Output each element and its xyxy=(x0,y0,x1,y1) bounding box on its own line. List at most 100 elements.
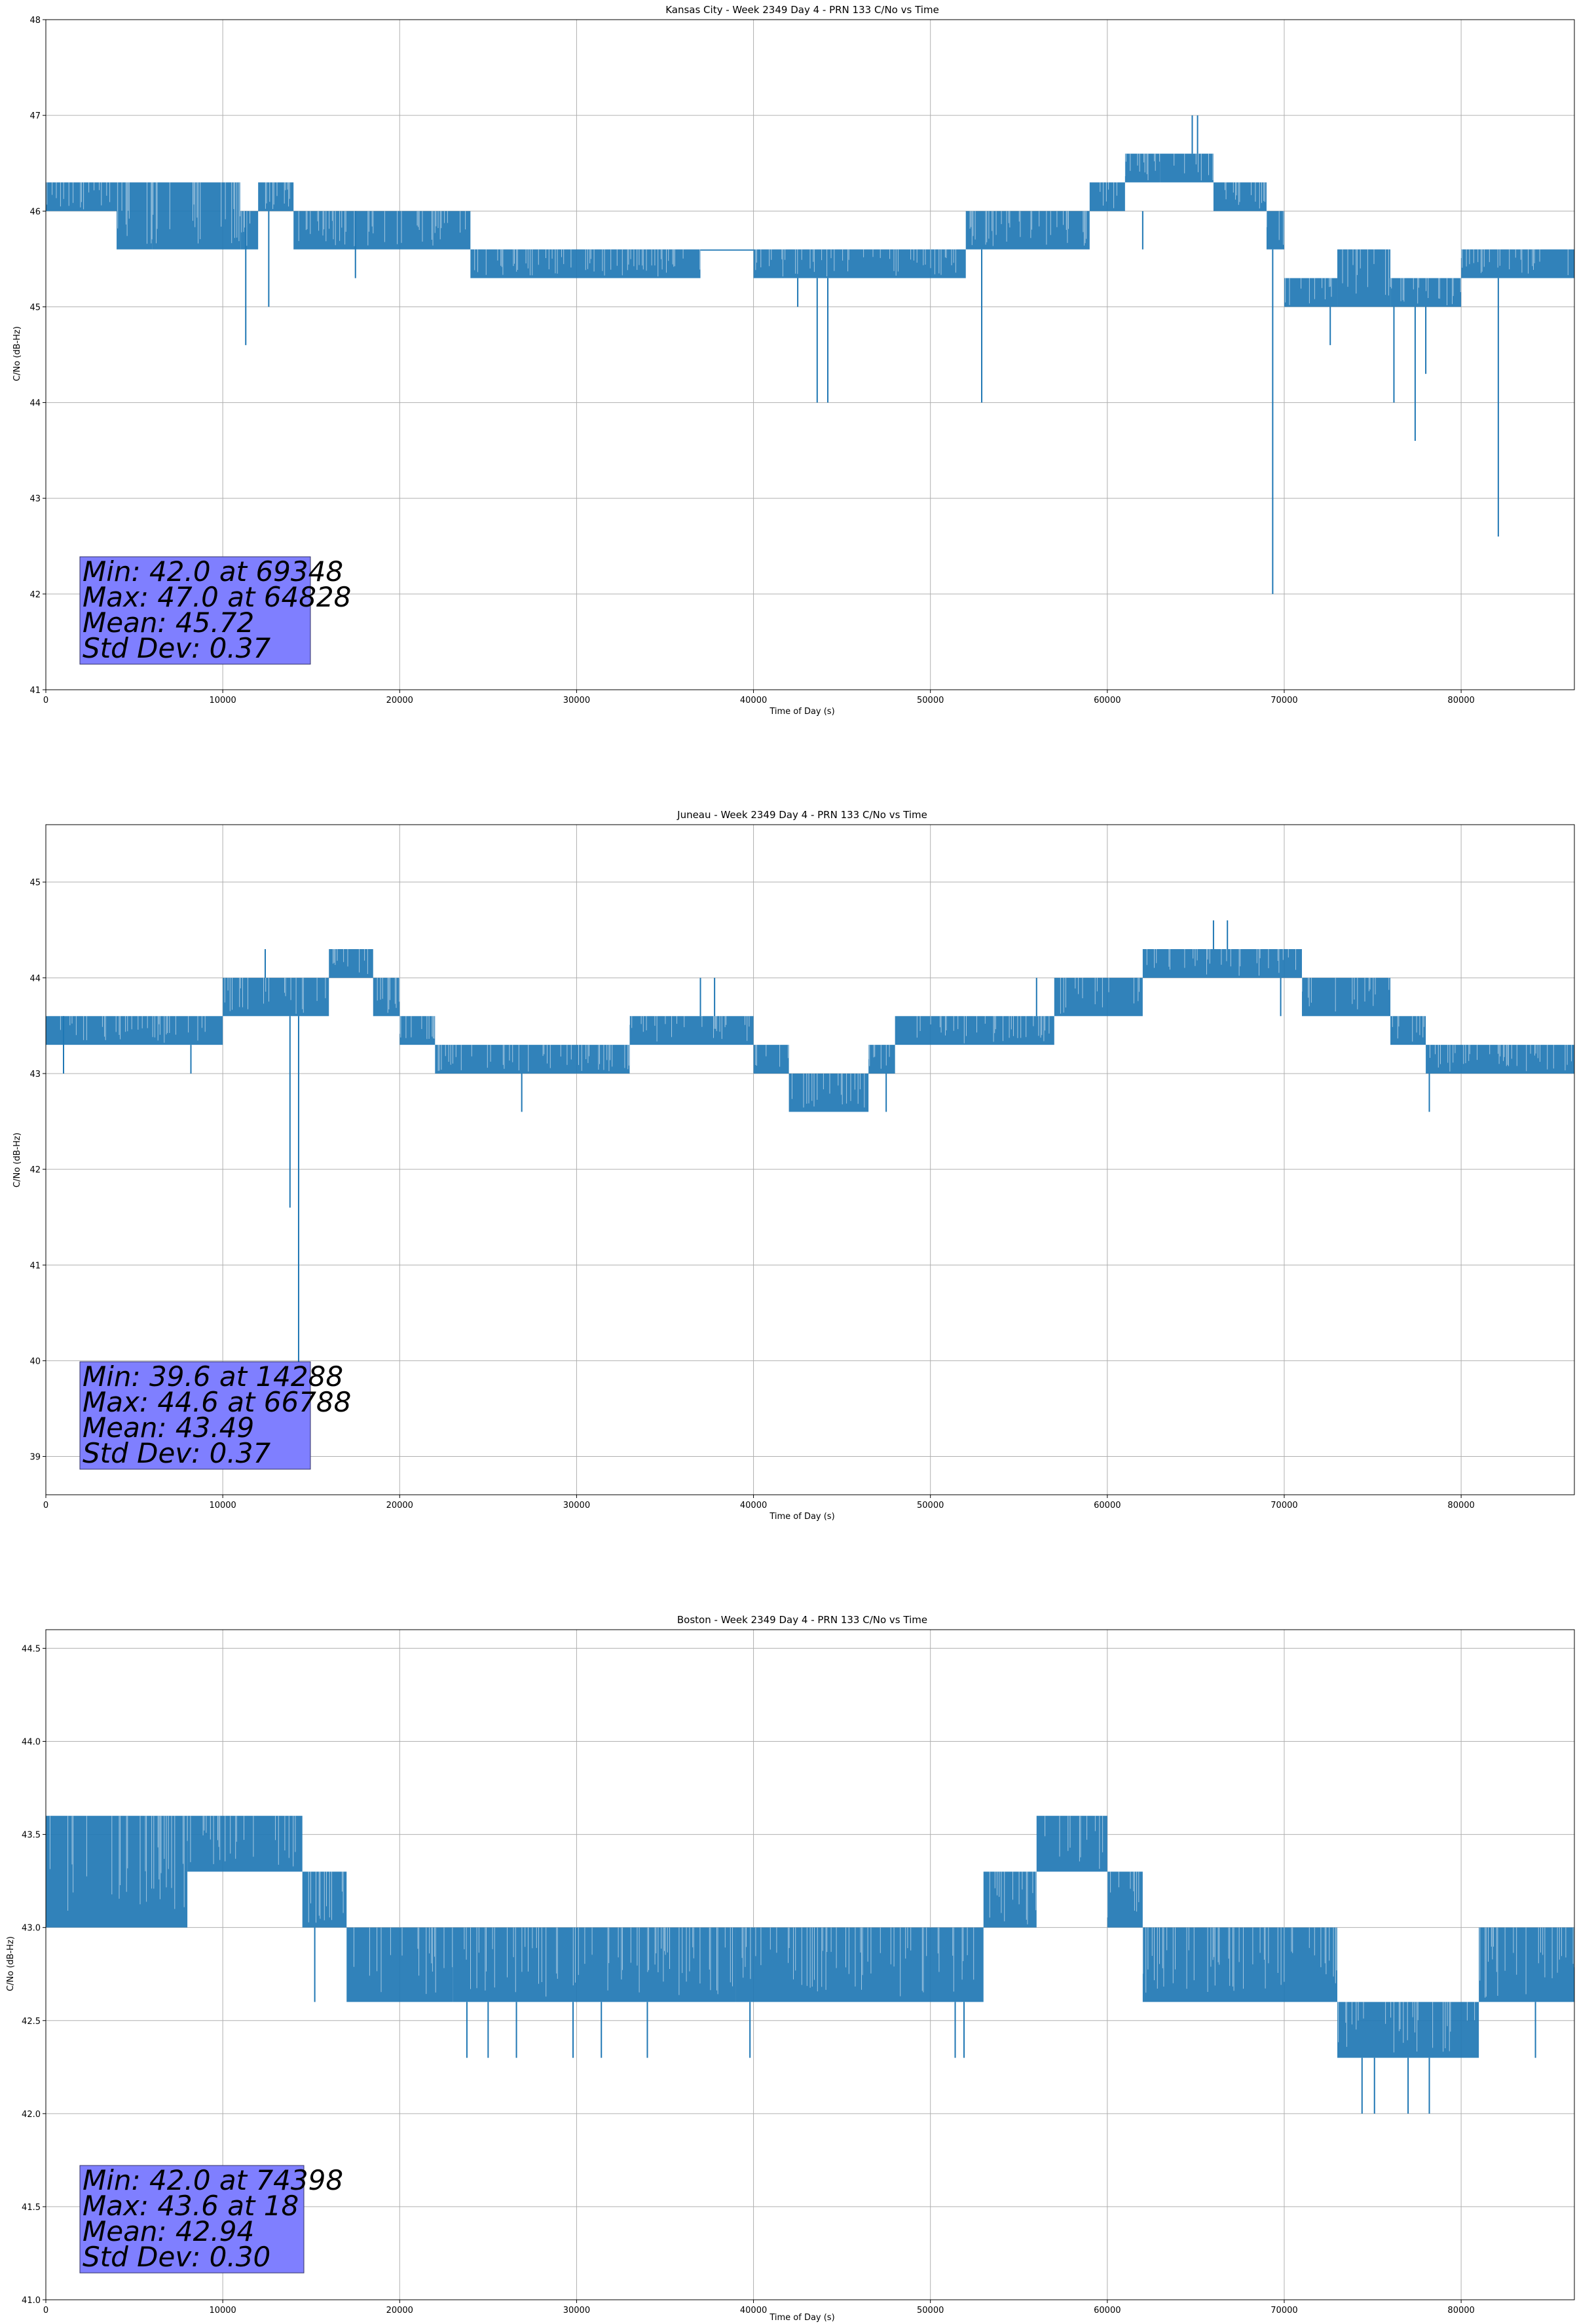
stat-max: Max: 43.6 at 18 xyxy=(83,2190,299,2222)
x-ticks: 0 10000 20000 30000 40000 50000 60000 70000 8000… xyxy=(43,1495,1475,1510)
series-segment xyxy=(1054,977,1143,1017)
trace-gaps xyxy=(1174,153,1214,181)
trace-gaps xyxy=(1285,278,1332,305)
x-tick-label: 40000 xyxy=(740,1501,767,1510)
boston-panel: Boston - Week 2349 Day 4 - PRN 133 C/No … xyxy=(6,1614,1575,2323)
chart-title: Boston - Week 2349 Day 4 - PRN 133 C/No … xyxy=(677,1614,927,1626)
level-band xyxy=(435,1045,630,1074)
series-segment xyxy=(1107,1871,1143,1928)
trace-gaps xyxy=(791,1074,865,1108)
juneau-panel: Juneau - Week 2349 Day 4 - PRN 133 C/No … xyxy=(12,809,1575,1522)
level-band xyxy=(753,1045,789,1074)
level-band xyxy=(1301,977,1391,1017)
stat-std-dev: Std Dev: 0.30 xyxy=(83,2241,270,2273)
trace-gaps xyxy=(49,1816,185,1911)
stat-min: Min: 42.0 at 74398 xyxy=(83,2164,343,2196)
level-band xyxy=(453,1927,736,2002)
plot-frame xyxy=(45,1629,1575,2300)
trace-gaps xyxy=(969,211,1087,246)
y-tick-label: 42 xyxy=(29,590,41,600)
cno-series xyxy=(45,920,1574,1399)
trace-gaps xyxy=(1392,1016,1424,1042)
x-axis-label: Time of Day (s) xyxy=(769,707,834,717)
series-segment xyxy=(1142,1927,1338,2002)
trace-gaps xyxy=(989,1871,1037,1924)
series-segment xyxy=(46,1816,188,1928)
stat-mean: Mean: 42.94 xyxy=(83,2215,254,2247)
series-segment xyxy=(868,1045,895,1074)
x-tick-label: 20000 xyxy=(386,2306,413,2315)
x-tick-label: 70000 xyxy=(1271,1501,1297,1510)
series-segment xyxy=(117,182,153,250)
x-tick-label: 80000 xyxy=(1447,696,1474,705)
series-segment xyxy=(629,1016,754,1045)
level-band xyxy=(1142,1927,1338,2002)
plot-frame xyxy=(45,19,1575,690)
series-segment xyxy=(45,1016,223,1045)
series-segment xyxy=(293,211,471,250)
y-ticks: 39 40 41 42 43 44 45 xyxy=(29,878,46,1463)
series-segment xyxy=(1266,211,1284,250)
series-segment xyxy=(1142,948,1302,978)
x-tick-label: 50000 xyxy=(917,696,944,705)
level-band xyxy=(983,1871,1037,1928)
x-tick-label: 70000 xyxy=(1271,2306,1297,2315)
chart-title: Juneau - Week 2349 Day 4 - PRN 133 C/No … xyxy=(677,809,927,821)
series-segment xyxy=(753,249,966,278)
y-axis-label: C/No (dB-Hz) xyxy=(12,1133,22,1188)
series-segment xyxy=(435,1045,630,1074)
y-tick-label: 43.5 xyxy=(22,1831,41,1841)
trace-gaps xyxy=(224,977,326,1014)
x-tick-label: 20000 xyxy=(386,696,413,705)
series-segment xyxy=(700,249,754,251)
series-segment xyxy=(1284,278,1338,307)
level-band xyxy=(240,211,259,250)
trace-gaps xyxy=(1225,182,1265,209)
x-tick-label: 70000 xyxy=(1271,696,1297,705)
y-tick-label: 42.5 xyxy=(22,2017,41,2027)
trace-gaps xyxy=(1107,1871,1140,1918)
series-segment xyxy=(1337,249,1391,307)
level-band xyxy=(735,1927,984,2002)
level-band xyxy=(1054,977,1143,1017)
trace-gaps xyxy=(241,211,251,246)
level-band xyxy=(152,182,241,250)
x-tick-label: 30000 xyxy=(563,696,590,705)
stat-std-dev: Std Dev: 0.37 xyxy=(83,632,270,664)
y-tick-label: 40 xyxy=(29,1357,41,1366)
trace-gaps xyxy=(755,249,956,276)
trace-gaps xyxy=(1342,249,1389,296)
level-band xyxy=(1266,211,1284,250)
y-tick-label: 44 xyxy=(29,974,41,984)
stats-box: Min: 42.0 at 74398 Max: 43.6 at 18 Mean:… xyxy=(79,2164,343,2274)
stat-max: Max: 44.6 at 66788 xyxy=(83,1386,351,1418)
series-segment xyxy=(1390,1016,1426,1045)
series-segment xyxy=(453,1927,736,2002)
x-tick-label: 20000 xyxy=(386,1501,413,1510)
level-band xyxy=(46,1016,223,1045)
y-tick-label: 48 xyxy=(29,16,41,26)
x-tick-label: 0 xyxy=(43,696,48,705)
level-band xyxy=(788,1073,869,1112)
level-band xyxy=(700,249,754,251)
series-segment xyxy=(753,1045,789,1074)
trace-gaps xyxy=(1124,153,1160,181)
level-band xyxy=(1284,278,1338,307)
level-band xyxy=(46,1816,188,1928)
x-tick-label: 40000 xyxy=(740,696,767,705)
stat-min: Min: 42.0 at 69348 xyxy=(83,555,343,588)
series-segment xyxy=(895,1016,1054,1045)
trace-gaps xyxy=(437,1045,629,1072)
x-tick-label: 50000 xyxy=(917,1501,944,1510)
series-segment xyxy=(965,211,1090,250)
level-band xyxy=(293,211,471,250)
trace-gaps xyxy=(1146,949,1296,976)
trace-gaps xyxy=(629,1016,750,1041)
x-tick-label: 30000 xyxy=(563,2306,590,2315)
stat-min: Min: 39.6 at 14288 xyxy=(83,1360,343,1393)
series-segment xyxy=(1036,1816,1107,1872)
x-axis-label: Time of Day (s) xyxy=(769,2313,834,2323)
x-tick-label: 60000 xyxy=(1094,2306,1121,2315)
y-tick-label: 44.0 xyxy=(22,1738,41,1748)
